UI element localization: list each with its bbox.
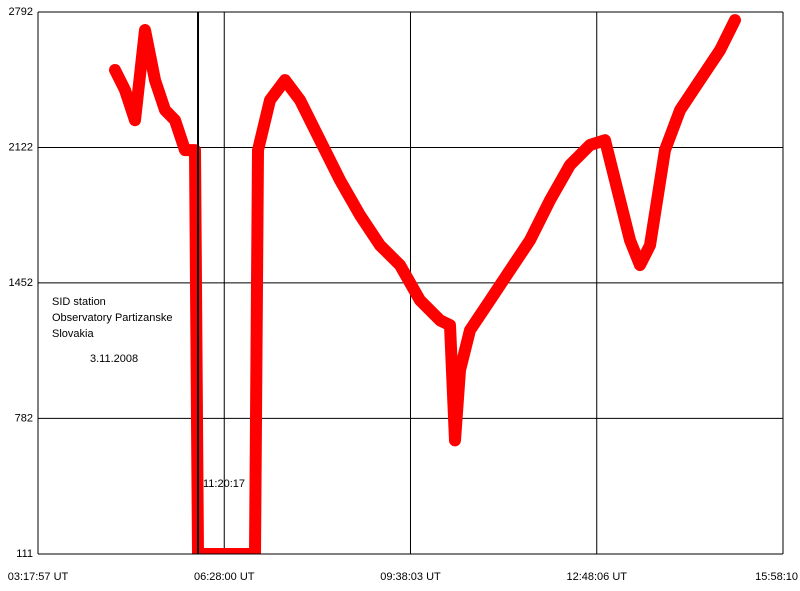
x-tick-label: 12:48:06 UT <box>566 571 627 583</box>
y-tick-label: 2792 <box>9 6 33 18</box>
plot-area <box>109 12 741 554</box>
x-tick-label: 03:17:57 UT <box>8 571 69 583</box>
x-tick-label: 15:58:10 <box>755 571 798 583</box>
signal-line <box>109 14 741 554</box>
annotation: SID station <box>52 296 106 308</box>
y-tick-label: 782 <box>15 412 33 424</box>
y-tick-label: 2122 <box>9 141 33 153</box>
marker-label: 11:20:17 <box>203 478 245 490</box>
x-tick-label: 09:38:03 UT <box>380 571 441 583</box>
y-tick-label: 111 <box>16 548 33 560</box>
x-tick-label: 06:28:00 UT <box>194 571 255 583</box>
y-tick-label: 1452 <box>9 277 33 289</box>
annotation: Observatory Partizanske <box>52 312 172 324</box>
annotation: Slovakia <box>52 328 94 340</box>
annotation: 3.11.2008 <box>90 353 138 365</box>
